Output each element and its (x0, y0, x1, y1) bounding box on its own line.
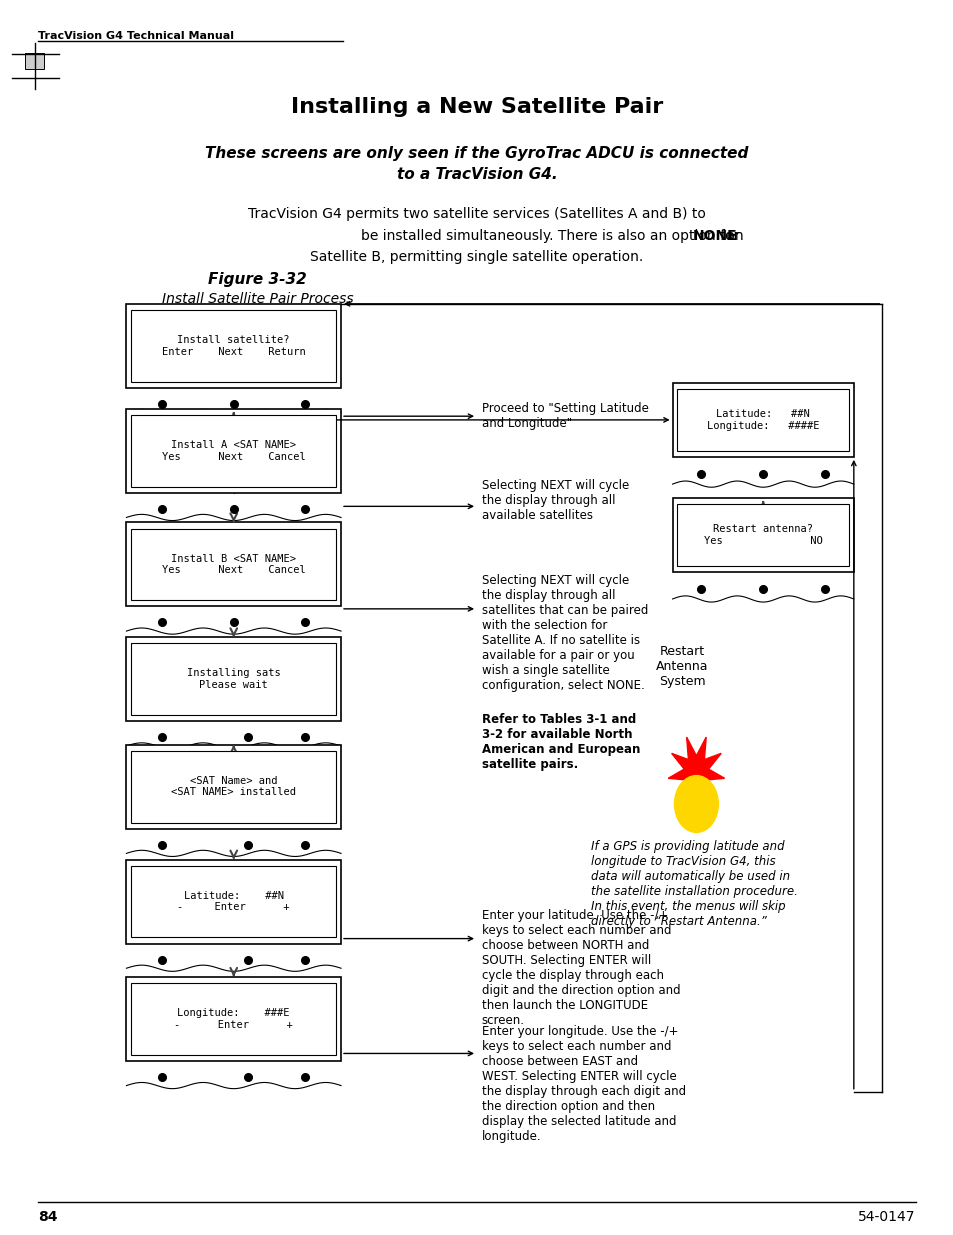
Text: Latitude:   ##N
Longitude:   ####E: Latitude: ##N Longitude: ####E (706, 409, 819, 431)
FancyBboxPatch shape (126, 745, 341, 829)
FancyBboxPatch shape (672, 383, 853, 457)
FancyBboxPatch shape (131, 415, 335, 487)
Text: Satellite B, permitting single satellite operation.: Satellite B, permitting single satellite… (310, 249, 643, 264)
Text: Refer to Tables 3-1 and
3-2 for available North
American and European
satellite : Refer to Tables 3-1 and 3-2 for availabl… (481, 713, 639, 771)
FancyBboxPatch shape (126, 977, 341, 1061)
Text: Longitude:    ###E
-      Enter      +: Longitude: ###E - Enter + (174, 1008, 293, 1030)
Text: to a TracVision G4.: to a TracVision G4. (396, 167, 557, 182)
Text: Figure 3-32: Figure 3-32 (208, 272, 307, 287)
Text: Installing a New Satellite Pair: Installing a New Satellite Pair (291, 98, 662, 117)
Text: Selecting NEXT will cycle
the display through all
available satellites: Selecting NEXT will cycle the display th… (481, 479, 628, 521)
FancyBboxPatch shape (126, 409, 341, 493)
Text: Proceed to "Setting Latitude
and Longitude": Proceed to "Setting Latitude and Longitu… (481, 403, 648, 430)
FancyBboxPatch shape (131, 751, 335, 823)
Text: Install satellite?
Enter    Next    Return: Install satellite? Enter Next Return (162, 335, 305, 357)
Circle shape (674, 776, 718, 832)
FancyBboxPatch shape (131, 643, 335, 715)
FancyBboxPatch shape (131, 310, 335, 382)
Text: on: on (721, 228, 743, 243)
FancyBboxPatch shape (126, 304, 341, 388)
Text: Installing sats
Please wait: Installing sats Please wait (187, 668, 280, 690)
Text: be installed simultaneously. There is also an option for: be installed simultaneously. There is al… (360, 228, 742, 243)
Bar (25, 53, 44, 69)
FancyBboxPatch shape (126, 860, 341, 944)
Text: TracVision G4 Technical Manual: TracVision G4 Technical Manual (38, 31, 233, 41)
Text: Enter your longitude. Use the -/+
keys to select each number and
choose between : Enter your longitude. Use the -/+ keys t… (481, 1025, 685, 1144)
Text: 84: 84 (38, 1210, 57, 1224)
Text: 54-0147: 54-0147 (858, 1210, 915, 1224)
Text: Install B <SAT NAME>
Yes      Next    Cancel: Install B <SAT NAME> Yes Next Cancel (162, 553, 305, 576)
Text: TracVision G4 permits two satellite services (Satellites A and B) to: TracVision G4 permits two satellite serv… (248, 206, 705, 221)
Text: Restart antenna?
Yes              NO: Restart antenna? Yes NO (703, 524, 821, 546)
Text: Latitude:    ##N
-     Enter      +: Latitude: ##N - Enter + (177, 890, 290, 913)
Polygon shape (667, 737, 724, 809)
FancyBboxPatch shape (126, 637, 341, 721)
FancyBboxPatch shape (126, 522, 341, 606)
Text: Install Satellite Pair Process: Install Satellite Pair Process (162, 291, 353, 306)
Text: Enter your latitude. Use the -/+
keys to select each number and
choose between N: Enter your latitude. Use the -/+ keys to… (481, 909, 679, 1028)
FancyBboxPatch shape (677, 504, 848, 566)
FancyBboxPatch shape (131, 866, 335, 937)
Text: NONE: NONE (692, 228, 737, 243)
Text: <SAT Name> and
<SAT NAME> installed: <SAT Name> and <SAT NAME> installed (171, 776, 296, 798)
Text: Restart
Antenna
System: Restart Antenna System (655, 646, 708, 688)
FancyBboxPatch shape (672, 498, 853, 572)
FancyBboxPatch shape (131, 983, 335, 1055)
Text: Selecting NEXT will cycle
the display through all
satellites that can be paired
: Selecting NEXT will cycle the display th… (481, 574, 647, 693)
FancyBboxPatch shape (131, 529, 335, 600)
FancyBboxPatch shape (677, 389, 848, 451)
Text: If a GPS is providing latitude and
longitude to TracVision G4, this
data will au: If a GPS is providing latitude and longi… (591, 840, 798, 927)
Text: Install A <SAT NAME>
Yes      Next    Cancel: Install A <SAT NAME> Yes Next Cancel (162, 440, 305, 462)
Text: These screens are only seen if the GyroTrac ADCU is connected: These screens are only seen if the GyroT… (205, 146, 748, 161)
